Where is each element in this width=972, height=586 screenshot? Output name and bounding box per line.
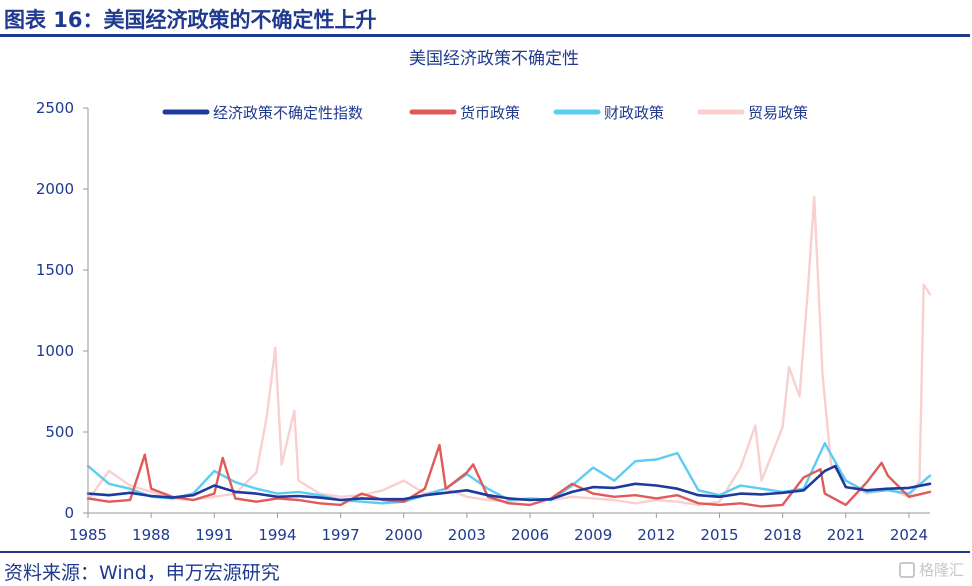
plot-area (86, 195, 932, 508)
x-tick-label: 2018 (764, 526, 802, 544)
y-tick-label: 1000 (36, 342, 74, 360)
x-tick-label: 1994 (258, 526, 296, 544)
x-tick-label: 1997 (322, 526, 360, 544)
x-tick-label: 2009 (574, 526, 612, 544)
watermark-text: 格隆汇 (918, 561, 964, 579)
bottom-rule (0, 551, 970, 553)
series-line-3 (86, 195, 932, 507)
x-tick-label: 1985 (69, 526, 107, 544)
watermark: 格隆汇 (898, 559, 964, 580)
y-tick-label: 500 (45, 423, 74, 441)
watermark-logo-icon (898, 561, 915, 578)
legend-label-2: 财政政策 (604, 104, 664, 122)
y-tick-label: 2500 (36, 99, 74, 117)
x-tick-label: 2000 (385, 526, 423, 544)
x-tick-label: 2006 (511, 526, 549, 544)
x-tick-label: 2021 (827, 526, 865, 544)
legend: 经济政策不确定性指数 货币政策 财政政策 贸易政策 (162, 104, 808, 122)
series-line-1 (86, 443, 932, 508)
legend-label-0: 经济政策不确定性指数 (213, 104, 363, 122)
axes: 0 500 1000 1500 2000 2500 1985 1988 1991 1994 1997… (36, 99, 930, 544)
y-tick-label: 2000 (36, 180, 74, 198)
top-rule (0, 34, 970, 37)
x-tick-label: 1988 (132, 526, 170, 544)
x-tick-label: 1991 (195, 526, 233, 544)
legend-label-1: 货币政策 (460, 104, 520, 122)
chart-title: 美国经济政策不确定性 (409, 49, 579, 69)
x-tick-label: 2012 (637, 526, 675, 544)
source-note: 资料来源：Wind，申万宏源研究 (4, 562, 280, 584)
x-tick-label: 2024 (890, 526, 928, 544)
y-tick-label: 1500 (36, 261, 74, 279)
y-tick-label: 0 (64, 504, 74, 522)
legend-label-3: 贸易政策 (748, 104, 808, 122)
series-line-0 (86, 464, 932, 502)
x-tick-label: 2015 (700, 526, 738, 544)
x-tick-label: 2003 (448, 526, 486, 544)
figure-title: 图表 16：美国经济政策的不确定性上升 (4, 8, 377, 32)
